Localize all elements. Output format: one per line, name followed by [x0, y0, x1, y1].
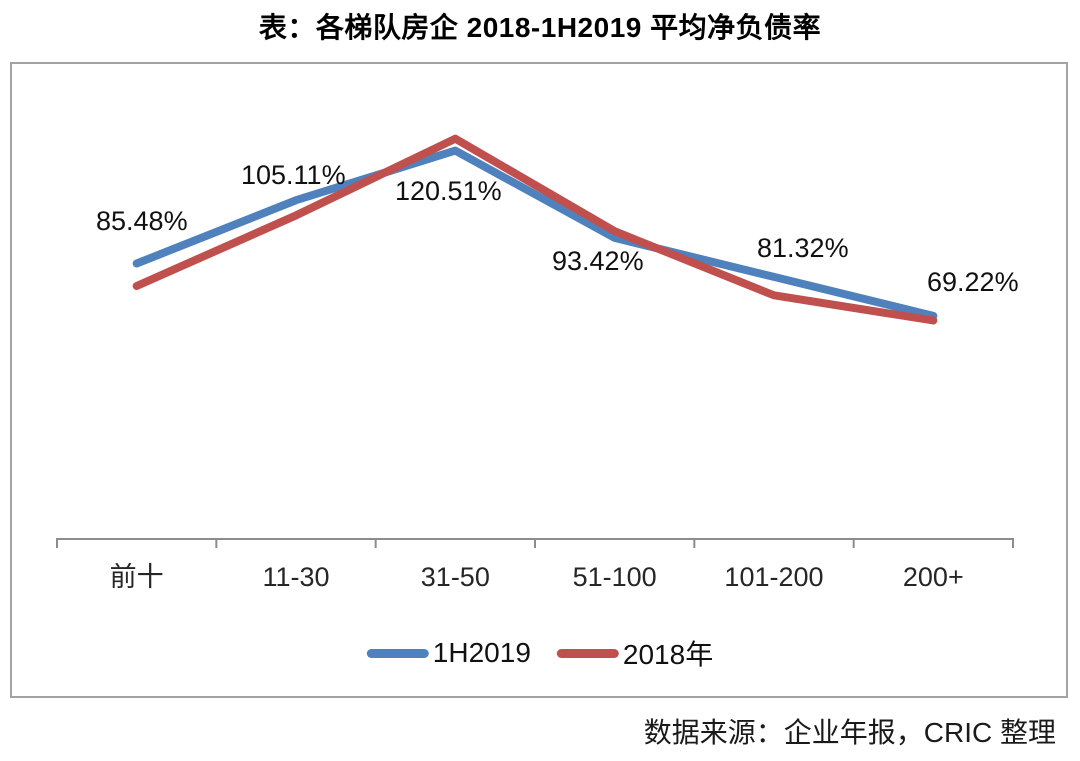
chart-frame: [10, 62, 1068, 698]
legend-label-1h2019: 1H2019: [432, 637, 531, 668]
legend-item-2018: 2018年: [556, 633, 714, 673]
x-axis-label-101-200: 101-200: [724, 562, 824, 592]
x-axis-label-qianshi: 前十: [109, 562, 164, 592]
x-axis-label-51-100: 51-100: [572, 562, 657, 592]
legend-line-swatch-blue: [366, 648, 429, 658]
data-label-200plus: 69.22%: [927, 267, 1019, 297]
chart-legend: 1H2019 2018年: [366, 633, 714, 673]
x-axis-label-11-30: 11-30: [262, 562, 330, 592]
legend-item-1h2019: 1H2019: [366, 637, 531, 669]
legend-label-2018: 2018年: [622, 639, 714, 670]
data-label-31-50: 120.51%: [395, 176, 502, 206]
data-label-51-100: 93.42%: [552, 246, 644, 276]
data-label-qianshi: 85.48%: [96, 206, 188, 236]
chart-title: 表：各梯队房企 2018-1H2019 平均净负债率: [258, 12, 822, 43]
source-note: 数据来源：企业年报，CRIC 整理: [643, 717, 1056, 748]
x-axis-label-31-50: 31-50: [420, 562, 490, 592]
x-axis-label-row: 前十 11-30 31-50 51-100 101-200 200+: [57, 560, 1013, 594]
data-label-11-30: 105.11%: [241, 160, 346, 190]
legend-line-swatch-red: [556, 648, 619, 658]
x-axis-label-200plus: 200+: [902, 562, 964, 592]
data-label-101-200: 81.32%: [757, 233, 849, 263]
